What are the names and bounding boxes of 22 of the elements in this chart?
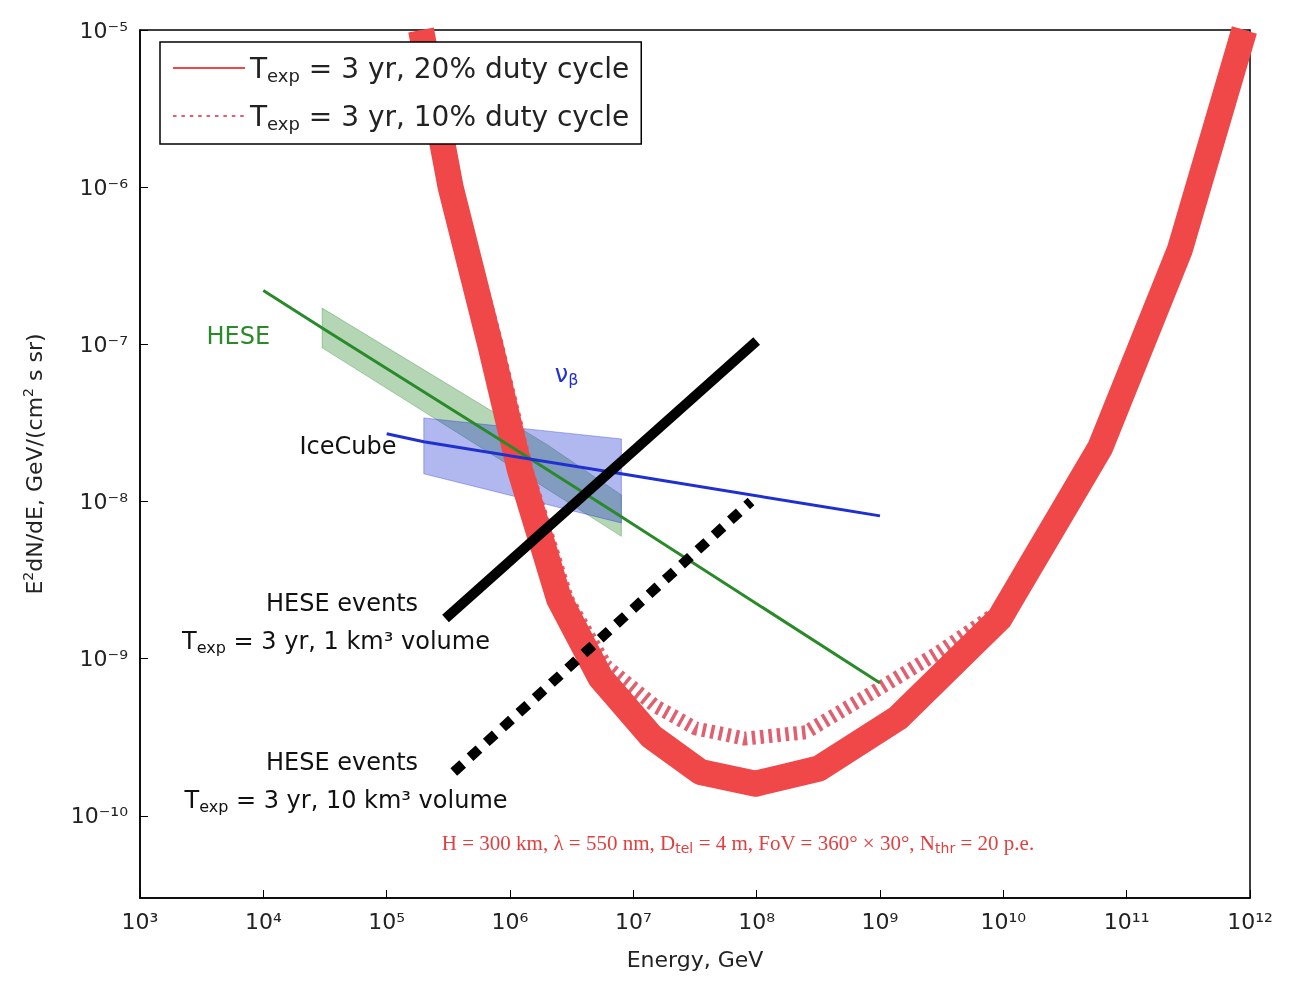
x-tick-label: 10⁵ <box>368 908 406 934</box>
y-axis-title: E2dN/dE, GeV/(cm2 s sr) <box>19 333 47 595</box>
y-tick-label: 10⁻¹⁰ <box>70 803 129 829</box>
x-tick-label: 10⁶ <box>491 908 529 934</box>
y-tick-label: 10⁻⁷ <box>79 331 128 357</box>
x-tick-label: 10⁹ <box>861 908 899 934</box>
x-tick-label: 10⁷ <box>614 908 652 934</box>
annotation: HESE events <box>265 589 419 617</box>
x-tick-label: 10⁸ <box>738 908 776 934</box>
annotation: HESE events <box>265 748 419 776</box>
series-label: HESE <box>206 321 271 350</box>
x-tick-label: 10¹² <box>1227 908 1273 934</box>
y-tick-label: 10⁻⁸ <box>79 488 129 514</box>
annotation: IceCube <box>299 432 397 460</box>
y-tick-label: 10⁻⁹ <box>79 646 128 672</box>
x-tick-label: 10¹¹ <box>1103 908 1150 934</box>
x-tick-label: 10¹⁰ <box>980 908 1027 934</box>
y-tick-label: 10⁻⁵ <box>79 17 128 43</box>
x-tick-label: 10⁴ <box>244 908 282 934</box>
x-axis-title: Energy, GeV <box>626 946 764 972</box>
x-tick-label: 10³ <box>121 908 159 934</box>
y-tick-label: 10⁻⁶ <box>79 174 129 200</box>
